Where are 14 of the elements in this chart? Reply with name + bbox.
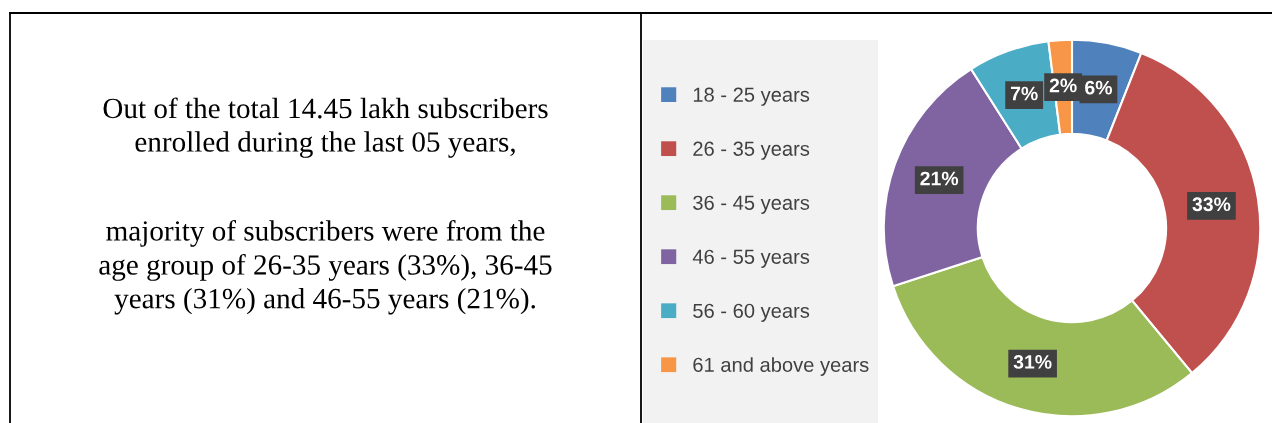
legend-label: 61 and above years <box>693 357 869 376</box>
data-label: 6% <box>1085 80 1112 95</box>
legend-label: 46 - 55 years <box>692 249 810 268</box>
legend-label: 18 - 25 years <box>693 87 810 106</box>
data-label: 21% <box>920 171 959 186</box>
legend-label: 26 - 35 years <box>693 141 810 160</box>
data-label: 33% <box>1192 197 1231 212</box>
data-label: 2% <box>1049 78 1077 93</box>
legend-label: 36 - 45 years <box>693 195 810 214</box>
data-label: 7% <box>1010 86 1038 101</box>
legend-label: 56 - 60 years <box>693 303 810 322</box>
text: majority of subscribers were from the age group of 26-35 years (33%), 36-45 years (31%) and 46-55 years (21%). <box>99 219 552 315</box>
text: Out of the total 14.45 lakh subscribers enrolled during the last 05 years, <box>103 97 548 158</box>
data-label: 31% <box>1013 355 1052 369</box>
